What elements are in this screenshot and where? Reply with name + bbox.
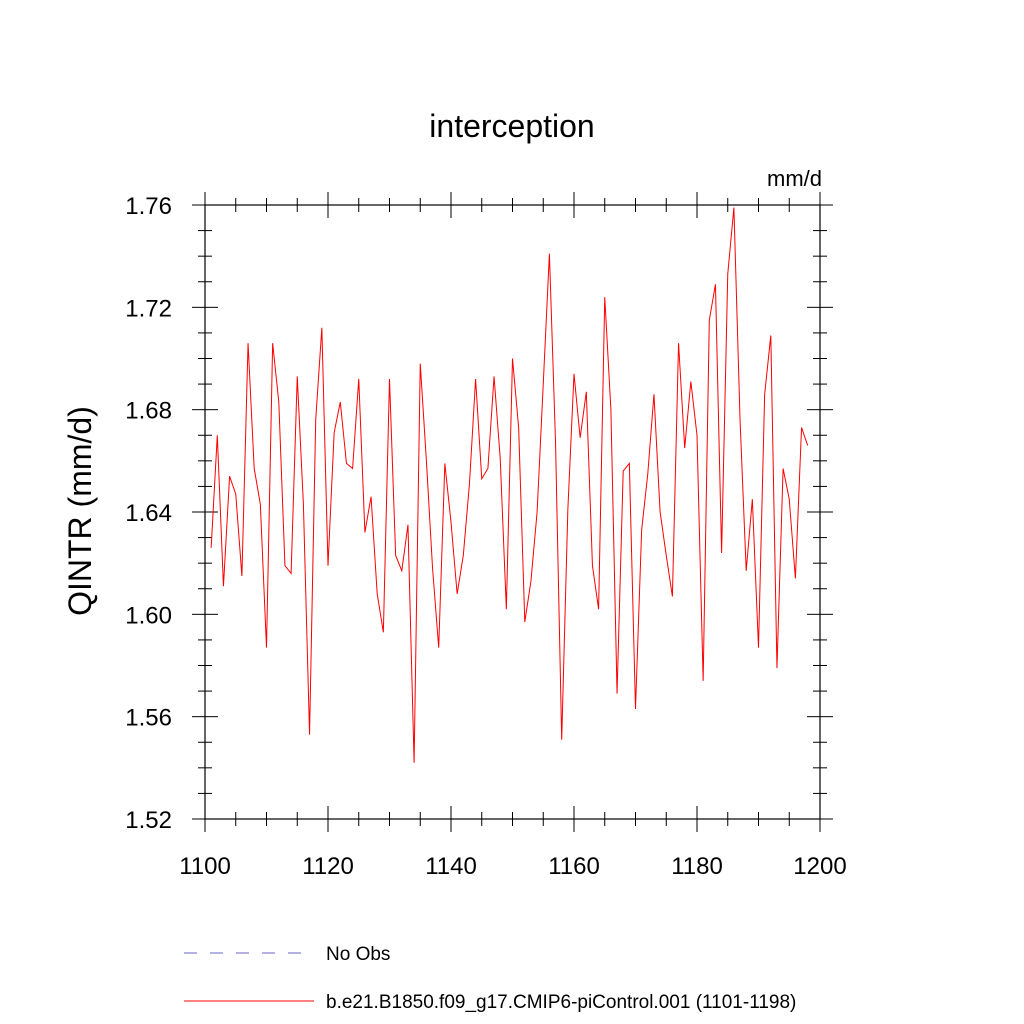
y-tick-label: 1.68: [125, 398, 172, 425]
x-tick-label: 1180: [671, 853, 723, 880]
legend-label-picontrol: b.e21.B1850.f09_g17.CMIP6-piControl.001 …: [326, 992, 796, 1013]
x-tick-label: 1200: [793, 853, 846, 880]
x-tick-labels: 1100 1120 1140 1160 1180 1200: [179, 853, 847, 880]
plot-frame: [204, 204, 821, 820]
y-tick-label: 1.72: [125, 295, 172, 322]
axis-ticks: [192, 192, 833, 832]
series-group: [210, 207, 809, 763]
legend-label-no-obs: No Obs: [326, 944, 390, 965]
legend: No Obs b.e21.B1850.f09_g17.CMIP6-piContr…: [184, 944, 796, 1013]
y-tick-label: 1.52: [125, 807, 172, 834]
y-tick-labels: 1.52 1.56 1.60 1.64 1.68 1.72 1.76: [125, 193, 172, 834]
x-tick-label: 1140: [425, 853, 477, 880]
y-axis-label: QINTR (mm/d): [62, 406, 98, 616]
x-tick-label: 1100: [179, 853, 231, 880]
units-label: mm/d: [767, 166, 822, 191]
y-tick-label: 1.76: [125, 193, 172, 220]
series-line-picontrol: [210, 207, 809, 763]
x-tick-label: 1160: [548, 853, 600, 880]
y-tick-label: 1.60: [125, 602, 172, 629]
y-tick-label: 1.64: [125, 500, 172, 527]
chart-title: interception: [429, 108, 594, 144]
x-tick-label: 1120: [302, 853, 354, 880]
y-tick-label: 1.56: [125, 705, 172, 732]
